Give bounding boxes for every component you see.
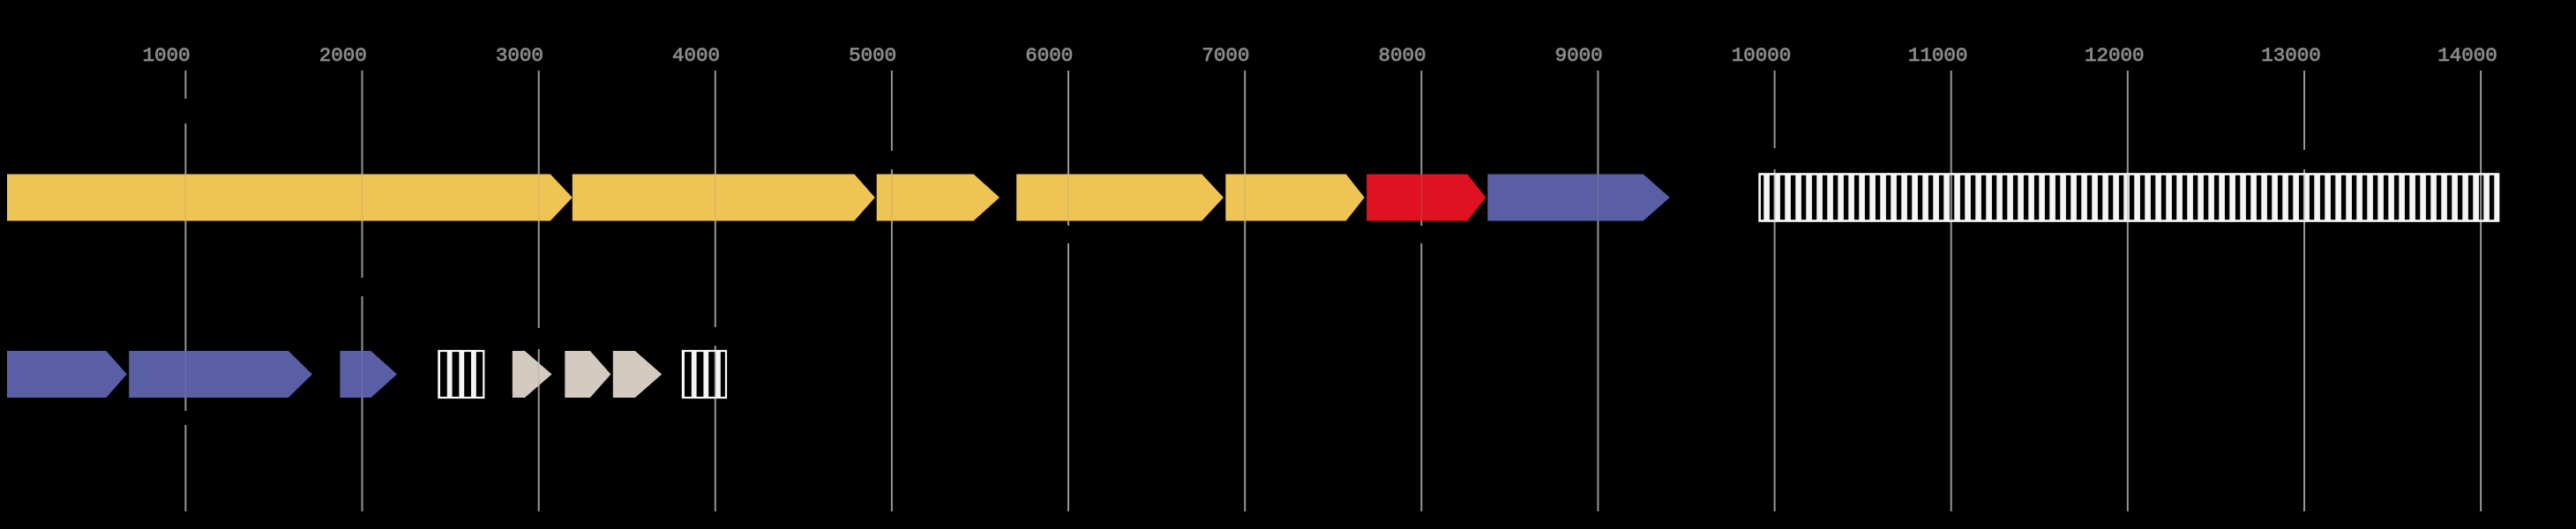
svg-text:9000: 9000 — [1555, 44, 1603, 67]
svg-text:10000: 10000 — [1732, 44, 1792, 67]
svg-text:13000: 13000 — [2261, 44, 2321, 67]
svg-text:6000: 6000 — [1025, 44, 1073, 67]
svg-text:8000: 8000 — [1379, 44, 1427, 67]
svg-text:7000: 7000 — [1202, 44, 1249, 67]
svg-text:2000: 2000 — [319, 44, 367, 67]
svg-text:14000: 14000 — [2437, 44, 2497, 67]
svg-text:12000: 12000 — [2085, 44, 2145, 67]
svg-text:1000: 1000 — [143, 44, 191, 67]
svg-text:3000: 3000 — [496, 44, 543, 67]
svg-text:4000: 4000 — [672, 44, 720, 67]
svg-text:11000: 11000 — [1908, 44, 1968, 67]
svg-text:5000: 5000 — [849, 44, 896, 67]
